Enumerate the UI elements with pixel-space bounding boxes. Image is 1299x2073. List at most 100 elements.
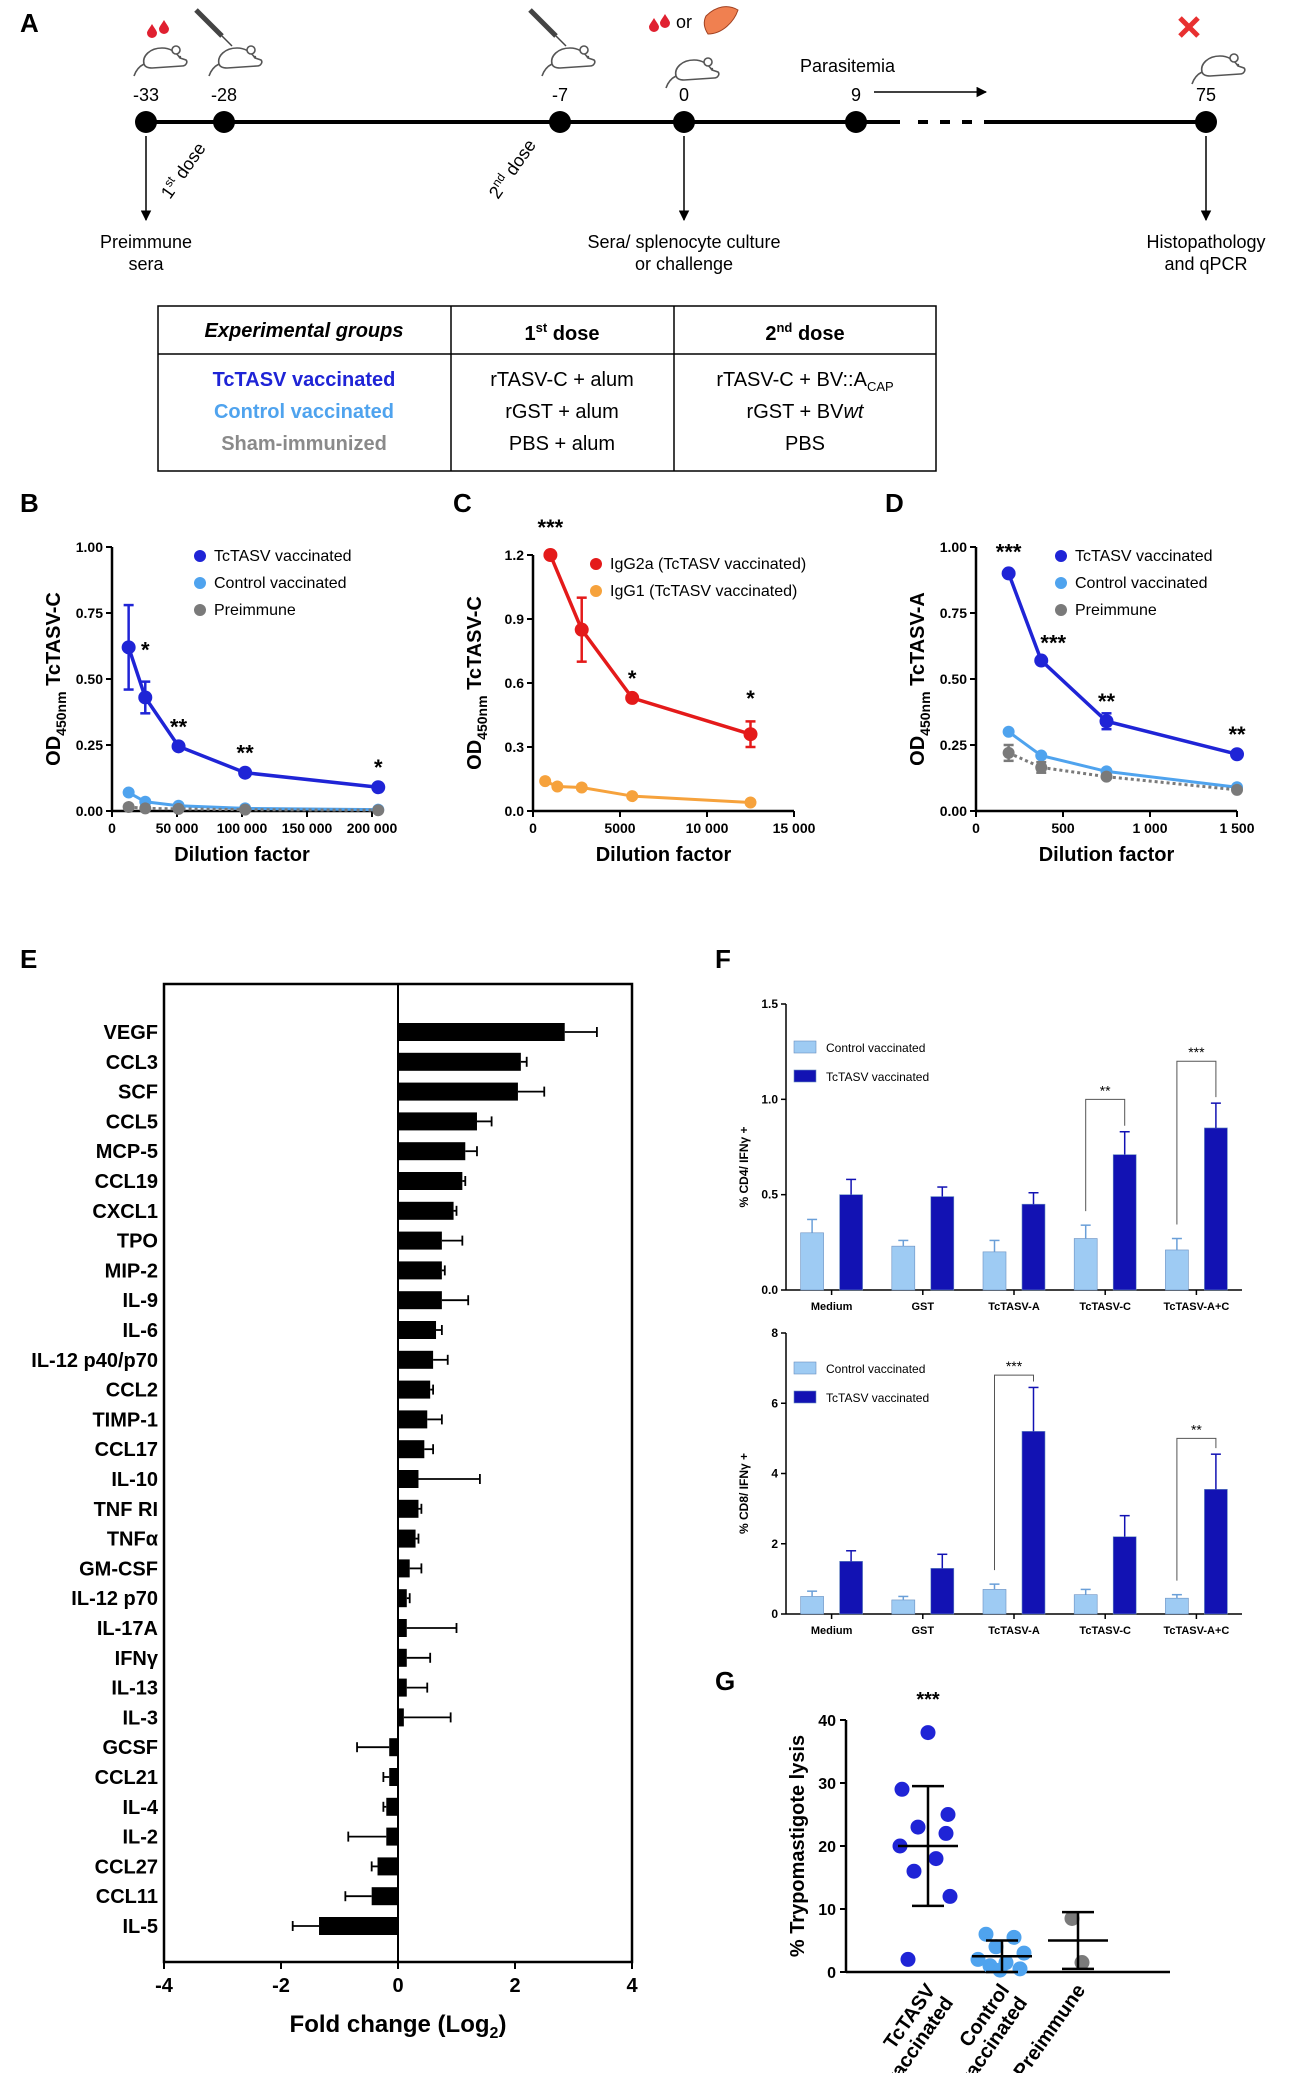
data-point	[992, 1962, 1008, 1978]
significance-label: *	[746, 686, 755, 711]
bar	[839, 1561, 863, 1615]
y-axis-label: % CD4/ IFNγ +	[737, 1126, 751, 1207]
bar	[398, 1589, 407, 1608]
y-tick-label: 0.50	[76, 671, 103, 687]
significance-label: **	[170, 714, 188, 739]
bar	[1073, 1238, 1098, 1291]
bar	[1112, 1154, 1137, 1291]
category-label: Preimmune	[1010, 1980, 1091, 2073]
bar	[1021, 1203, 1046, 1291]
series-line-tctasv-vaccinated	[1006, 572, 1238, 756]
day-label: 9	[851, 85, 861, 105]
series-line-igg2a-tctasv-vaccinated-	[548, 554, 752, 736]
series-line-tctasv-vaccinated	[126, 646, 379, 789]
category-label: MIP-2	[105, 1260, 158, 1282]
category-label: SCF	[118, 1082, 158, 1104]
data-point	[121, 640, 136, 655]
x-axis-label: Fold change (Log2)	[290, 2011, 507, 2042]
x-tick-label: 5000	[604, 820, 635, 836]
significance-label: ***	[916, 1689, 940, 1711]
data-point	[171, 739, 186, 754]
bar	[982, 1251, 1007, 1291]
bar	[1112, 1536, 1137, 1615]
y-tick-label: 40	[818, 1713, 836, 1730]
category-label: GCSF	[102, 1737, 158, 1759]
data-point	[625, 690, 640, 705]
timeline-points	[135, 111, 1217, 133]
category-label: TNFα	[107, 1529, 159, 1551]
category-label: IL-13	[111, 1678, 158, 1700]
or-label: or	[676, 12, 692, 32]
significance-label: ***	[996, 539, 1022, 564]
data-point	[906, 1863, 922, 1879]
legend-marker	[590, 558, 602, 570]
bar	[398, 1201, 454, 1220]
category-label: TIMP-1	[92, 1409, 158, 1431]
mouse-injection-icon	[194, 8, 263, 77]
category-label: IL-17A	[97, 1618, 158, 1640]
significance-bracket	[994, 1374, 1034, 1571]
legend-marker	[194, 604, 206, 616]
day-label: -33	[133, 85, 159, 105]
y-tick-label: 0.0	[505, 803, 525, 819]
bar	[386, 1797, 398, 1816]
panel-label-b: B	[20, 488, 39, 518]
legend-marker	[590, 585, 602, 597]
x-tick-label: 500	[1051, 820, 1075, 836]
x-tick-label: 0	[529, 820, 537, 836]
x-tick-label: TcTASV-C	[1079, 1625, 1131, 1637]
significance-label: **	[1191, 1421, 1202, 1437]
y-axis-label: OD450nm TcTASV-A	[907, 592, 933, 766]
data-point	[372, 804, 385, 817]
data-point	[1002, 746, 1015, 759]
day-label: -28	[211, 85, 237, 105]
significance-bracket	[1176, 1437, 1217, 1581]
bar	[398, 1678, 407, 1697]
y-tick-label: 0.3	[505, 739, 525, 755]
bar	[398, 1648, 407, 1667]
x-tick-label: 0	[392, 1975, 403, 1997]
data-point	[1016, 1945, 1032, 1961]
bar	[982, 1589, 1007, 1615]
y-tick-label: 8	[771, 1326, 778, 1340]
bar	[398, 1172, 463, 1190]
data-point	[575, 781, 588, 794]
x-tick-label: GST	[911, 1625, 934, 1637]
y-axis-label: % CD8/ IFNγ +	[737, 1453, 751, 1534]
legend-label: Preimmune	[1075, 602, 1157, 619]
data-point	[172, 802, 185, 815]
data-point	[539, 775, 552, 788]
panel-label-g: G	[715, 1666, 735, 1696]
bar	[371, 1887, 398, 1906]
data-point	[942, 1888, 958, 1904]
category-label: CCL2	[106, 1380, 158, 1402]
category-label: IL-4	[122, 1797, 158, 1819]
data-point	[626, 790, 639, 803]
category-label: CXCL1	[92, 1201, 158, 1223]
y-tick-label: 4	[771, 1467, 778, 1481]
x-tick-label: 10 000	[686, 820, 729, 836]
x-axis-label: Dilution factor	[174, 844, 310, 866]
category-label: IL-10	[111, 1469, 158, 1491]
x-tick-label: GST	[911, 1301, 934, 1313]
legend-marker	[1055, 577, 1067, 589]
mouse-injection-icon-2	[528, 8, 596, 77]
bar	[398, 1291, 442, 1310]
significance-bracket	[1176, 1060, 1217, 1225]
bar	[398, 1470, 419, 1488]
category-label: CCL11	[96, 1886, 158, 1908]
x-tick-label: TcTASV-A	[988, 1301, 1040, 1313]
data-point	[743, 727, 758, 742]
chart-c: 0 5000 10 000 15 000 0.0 0.3 0.6 0.9 1.2 Dilution…	[464, 515, 816, 866]
day-label: 75	[1196, 85, 1216, 105]
panel-label-a: A	[20, 8, 39, 38]
bar	[800, 1232, 824, 1291]
y-tick-label: 0.75	[76, 605, 103, 621]
histo-label: Histopathology	[1146, 232, 1265, 252]
x-tick-label: 1 000	[1132, 820, 1167, 836]
category-label: IFNγ	[115, 1648, 159, 1670]
table-cell: rTASV-C + alum	[490, 369, 634, 391]
x-tick-label: 15 000	[773, 820, 816, 836]
data-point	[1099, 714, 1114, 729]
panel-label-e: E	[20, 944, 37, 974]
